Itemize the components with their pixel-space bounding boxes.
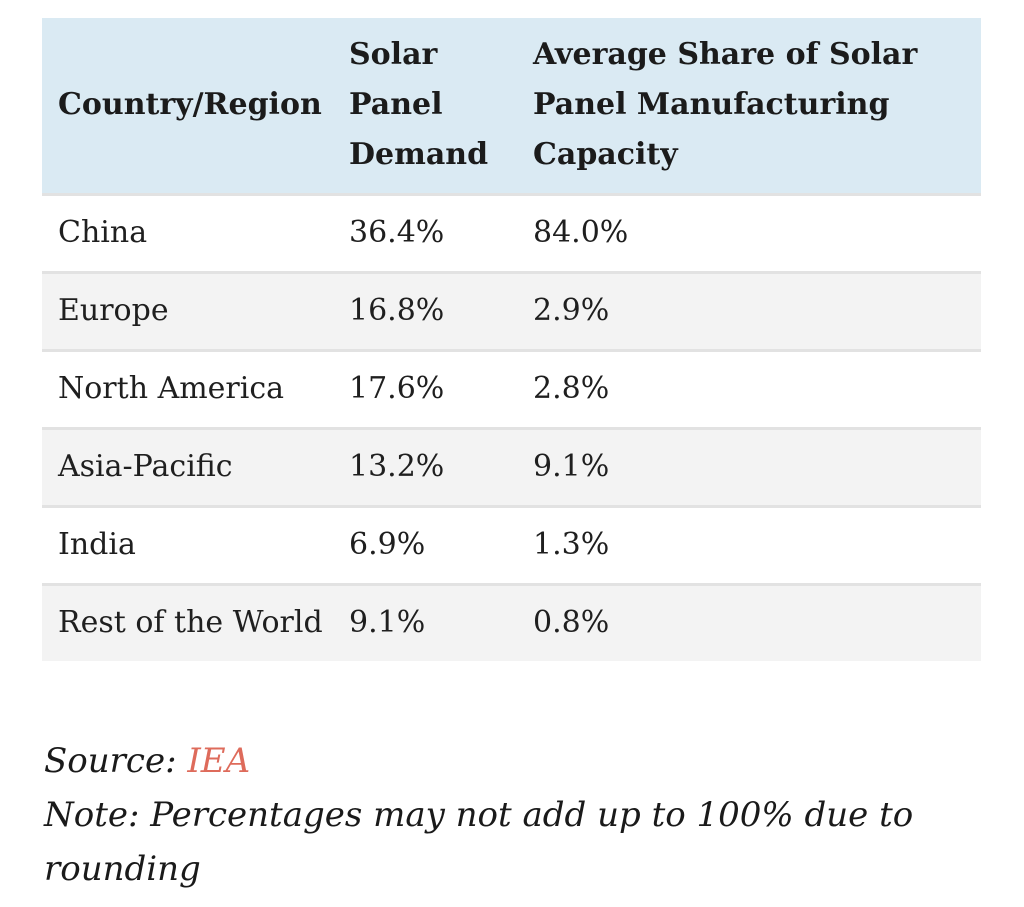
table-row: Asia-Pacific 13.2% 9.1% [42, 428, 981, 508]
cell-capacity: 2.9% [517, 272, 981, 352]
cell-country: Asia-Pacific [42, 428, 333, 508]
cell-country: Rest of the World [42, 584, 333, 661]
source-link-iea[interactable]: IEA [187, 741, 251, 781]
table-row: India 6.9% 1.3% [42, 506, 981, 586]
cell-country: China [42, 194, 333, 274]
cell-capacity: 84.0% [517, 194, 981, 274]
table-row: Europe 16.8% 2.9% [42, 272, 981, 352]
cell-country: India [42, 506, 333, 586]
cell-demand: 16.8% [333, 272, 517, 352]
table-row: China 36.4% 84.0% [42, 194, 981, 274]
header-manufacturing-capacity: Average Share of Solar Panel Manufacturi… [517, 18, 981, 196]
solar-demand-table: Country/Region Solar Panel Demand Averag… [42, 18, 981, 661]
data-table-container: Country/Region Solar Panel Demand Averag… [42, 18, 981, 661]
cell-demand: 6.9% [333, 506, 517, 586]
rounding-note: Note: Percentages may not add up to 100%… [44, 795, 914, 889]
header-country-region: Country/Region [42, 18, 333, 196]
cell-capacity: 2.8% [517, 350, 981, 430]
cell-demand: 9.1% [333, 584, 517, 661]
source-label: Source: [44, 741, 188, 781]
table-footnotes: Source: IEA Note: Percentages may not ad… [44, 734, 984, 896]
cell-country: Europe [42, 272, 333, 352]
cell-country: North America [42, 350, 333, 430]
table-row: Rest of the World 9.1% 0.8% [42, 584, 981, 661]
table-header-row: Country/Region Solar Panel Demand Averag… [42, 18, 981, 196]
source-line: Source: IEA [44, 734, 984, 788]
cell-capacity: 9.1% [517, 428, 981, 508]
cell-capacity: 0.8% [517, 584, 981, 661]
table-row: North America 17.6% 2.8% [42, 350, 981, 430]
cell-capacity: 1.3% [517, 506, 981, 586]
cell-demand: 13.2% [333, 428, 517, 508]
cell-demand: 17.6% [333, 350, 517, 430]
cell-demand: 36.4% [333, 194, 517, 274]
header-solar-panel-demand: Solar Panel Demand [333, 18, 517, 196]
